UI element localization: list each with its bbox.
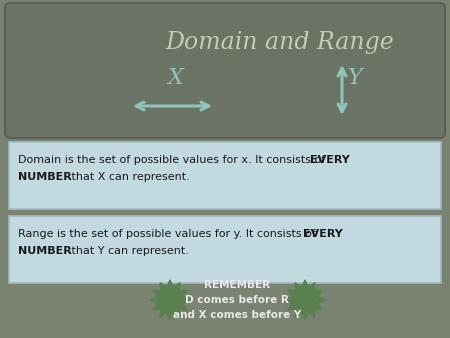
Text: X: X <box>167 67 183 89</box>
Text: Y: Y <box>347 67 362 89</box>
FancyBboxPatch shape <box>9 216 441 283</box>
Text: EVERY: EVERY <box>310 155 350 165</box>
Text: that X can represent.: that X can represent. <box>68 172 190 182</box>
Polygon shape <box>285 280 325 320</box>
Text: NUMBER: NUMBER <box>18 246 72 256</box>
Text: EVERY: EVERY <box>303 229 343 239</box>
Text: Range is the set of possible values for y. It consists of: Range is the set of possible values for … <box>18 229 319 239</box>
FancyBboxPatch shape <box>5 3 445 138</box>
Text: REMEMBER
D comes before R
and X comes before Y: REMEMBER D comes before R and X comes be… <box>173 280 301 320</box>
Text: Domain is the set of possible values for x. It consists of: Domain is the set of possible values for… <box>18 155 329 165</box>
Text: NUMBER: NUMBER <box>18 172 72 182</box>
Text: that Y can represent.: that Y can represent. <box>68 246 189 256</box>
FancyBboxPatch shape <box>9 142 441 209</box>
Text: Domain and Range: Domain and Range <box>166 30 394 53</box>
Polygon shape <box>150 280 190 320</box>
